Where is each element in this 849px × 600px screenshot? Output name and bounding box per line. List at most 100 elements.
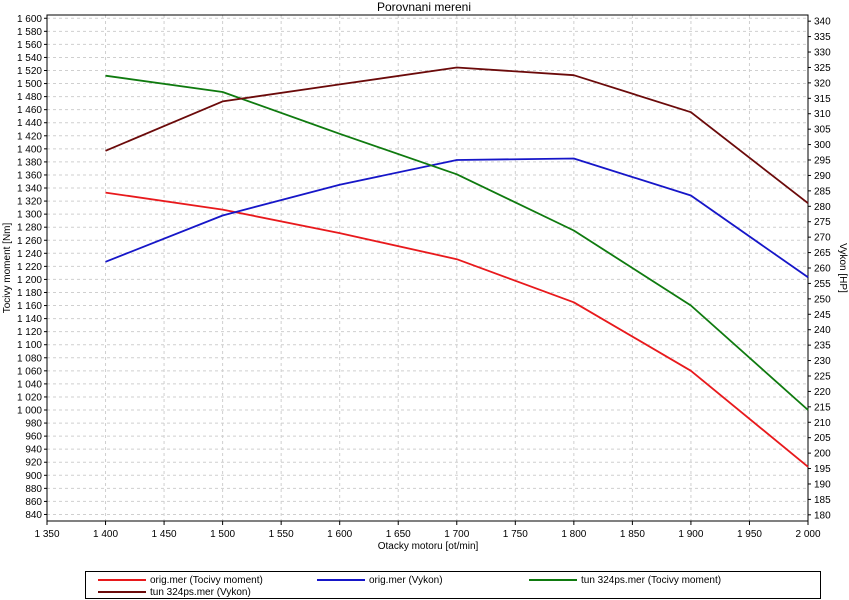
left-y-tick-label: 1 180 [17, 288, 42, 299]
legend: orig.mer (Tocivy moment) orig.mer (Vykon… [85, 571, 821, 599]
right-y-tick-label: 340 [814, 17, 831, 28]
right-y-tick-label: 265 [814, 248, 831, 259]
x-tick-label: 2 000 [795, 529, 820, 540]
legend-swatch [98, 579, 146, 581]
left-y-tick-label: 1 460 [17, 105, 42, 116]
left-y-tick-label: 1 600 [17, 14, 42, 25]
series-line-2 [105, 74, 809, 411]
legend-item-orig-power: orig.mer (Vykon) [317, 574, 443, 586]
legend-swatch [317, 579, 365, 581]
right-y-tick-label: 290 [814, 171, 831, 182]
right-y-tick-label: 205 [814, 433, 831, 444]
x-tick-label: 1 600 [327, 529, 352, 540]
left-y-tick-label: 1 480 [17, 92, 42, 103]
right-y-tick-label: 325 [814, 63, 831, 74]
legend-item-orig-torque: orig.mer (Tocivy moment) [98, 574, 263, 586]
x-tick-label: 1 450 [152, 529, 177, 540]
left-y-tick-label: 1 560 [17, 40, 42, 51]
right-y-tick-label: 310 [814, 109, 831, 120]
x-tick-label: 1 800 [561, 529, 586, 540]
left-y-tick-label: 940 [25, 445, 42, 456]
plot-area-border [46, 14, 809, 522]
left-y-tick-label: 1 520 [17, 66, 42, 77]
left-y-tick-label: 1 120 [17, 327, 42, 338]
left-y-tick-label: 920 [25, 458, 42, 469]
series-line-3 [105, 66, 809, 204]
left-y-tick-label: 1 260 [17, 236, 42, 247]
left-y-tick-label: 1 420 [17, 131, 42, 142]
right-y-tick-label: 190 [814, 479, 831, 490]
right-axis-label: Vykon [HP] [837, 243, 848, 293]
left-y-tick-label: 1 400 [17, 144, 42, 155]
right-y-tick-label: 235 [814, 341, 831, 352]
right-y-tick-label: 305 [814, 125, 831, 136]
right-y-tick-label: 200 [814, 449, 831, 460]
right-y-tick-label: 315 [814, 94, 831, 105]
right-y-tick-label: 280 [814, 202, 831, 213]
left-y-axis: 840 860 880 900 920 940 960 980 1 000 1 020 1 040 1… [17, 14, 47, 521]
legend-label: tun 324ps.mer (Vykon) [150, 586, 251, 598]
series-line-0 [105, 191, 809, 468]
right-y-tick-label: 210 [814, 418, 831, 429]
left-y-tick-label: 1 280 [17, 223, 42, 234]
left-y-tick-label: 960 [25, 432, 42, 443]
left-y-tick-label: 860 [25, 497, 42, 508]
right-y-tick-label: 275 [814, 217, 831, 228]
left-y-tick-label: 1 540 [17, 53, 42, 64]
right-y-tick-label: 245 [814, 310, 831, 321]
right-y-tick-label: 295 [814, 156, 831, 167]
left-y-tick-label: 1 040 [17, 379, 42, 390]
left-y-tick-label: 1 340 [17, 184, 42, 195]
left-y-tick-label: 1 100 [17, 340, 42, 351]
x-axis: 1 350 1 400 1 450 1 500 1 550 1 600 1 650 1 700… [34, 521, 821, 540]
chart: Porovnani mereni 840 860 880 900 920 940 960 98… [2, 0, 848, 552]
left-y-tick-label: 1 440 [17, 118, 42, 129]
legend-label: orig.mer (Vykon) [369, 574, 443, 586]
series-line-1 [105, 157, 809, 279]
left-y-tick-label: 1 320 [17, 197, 42, 208]
right-y-tick-label: 320 [814, 78, 831, 89]
legend-item-tun-torque: tun 324ps.mer (Tocivy moment) [529, 574, 721, 586]
left-y-tick-label: 1 220 [17, 262, 42, 273]
left-axis-label: Tocivy moment [Nm] [2, 222, 13, 313]
left-y-tick-label: 1 360 [17, 170, 42, 181]
left-y-tick-label: 1 200 [17, 275, 42, 286]
right-y-tick-label: 330 [814, 48, 831, 59]
right-y-tick-label: 285 [814, 186, 831, 197]
right-y-tick-label: 260 [814, 264, 831, 275]
x-axis-label: Otacky motoru [ot/min] [378, 541, 479, 552]
left-y-tick-label: 1 240 [17, 249, 42, 260]
x-tick-label: 1 550 [269, 529, 294, 540]
x-tick-label: 1 750 [503, 529, 528, 540]
legend-label: orig.mer (Tocivy moment) [150, 574, 263, 586]
left-y-tick-label: 1 080 [17, 353, 42, 364]
left-y-tick-label: 1 000 [17, 406, 42, 417]
x-tick-label: 1 650 [386, 529, 411, 540]
x-tick-label: 1 700 [444, 529, 469, 540]
legend-swatch [98, 591, 146, 593]
left-y-tick-label: 1 380 [17, 157, 42, 168]
left-y-tick-label: 1 500 [17, 79, 42, 90]
left-y-tick-label: 900 [25, 471, 42, 482]
left-y-tick-label: 1 300 [17, 210, 42, 221]
x-tick-label: 1 400 [93, 529, 118, 540]
right-y-tick-label: 225 [814, 371, 831, 382]
right-y-tick-label: 230 [814, 356, 831, 367]
right-y-tick-label: 300 [814, 140, 831, 151]
right-y-tick-label: 335 [814, 32, 831, 43]
x-tick-label: 1 350 [34, 529, 59, 540]
grid [47, 15, 809, 521]
legend-swatch [529, 579, 577, 581]
legend-item-tun-power: tun 324ps.mer (Vykon) [98, 586, 251, 598]
x-tick-label: 1 900 [678, 529, 703, 540]
right-y-tick-label: 195 [814, 464, 831, 475]
legend-label: tun 324ps.mer (Tocivy moment) [581, 574, 722, 586]
right-y-axis: 180 185 190 195 200 205 210 215 220 225 230 235 240 2… [808, 17, 831, 521]
left-y-tick-label: 880 [25, 484, 42, 495]
left-y-tick-label: 840 [25, 510, 42, 521]
left-y-tick-label: 1 140 [17, 314, 42, 325]
x-tick-label: 1 500 [210, 529, 235, 540]
left-y-tick-label: 1 060 [17, 366, 42, 377]
right-y-tick-label: 185 [814, 495, 831, 506]
left-y-tick-label: 1 020 [17, 392, 42, 403]
